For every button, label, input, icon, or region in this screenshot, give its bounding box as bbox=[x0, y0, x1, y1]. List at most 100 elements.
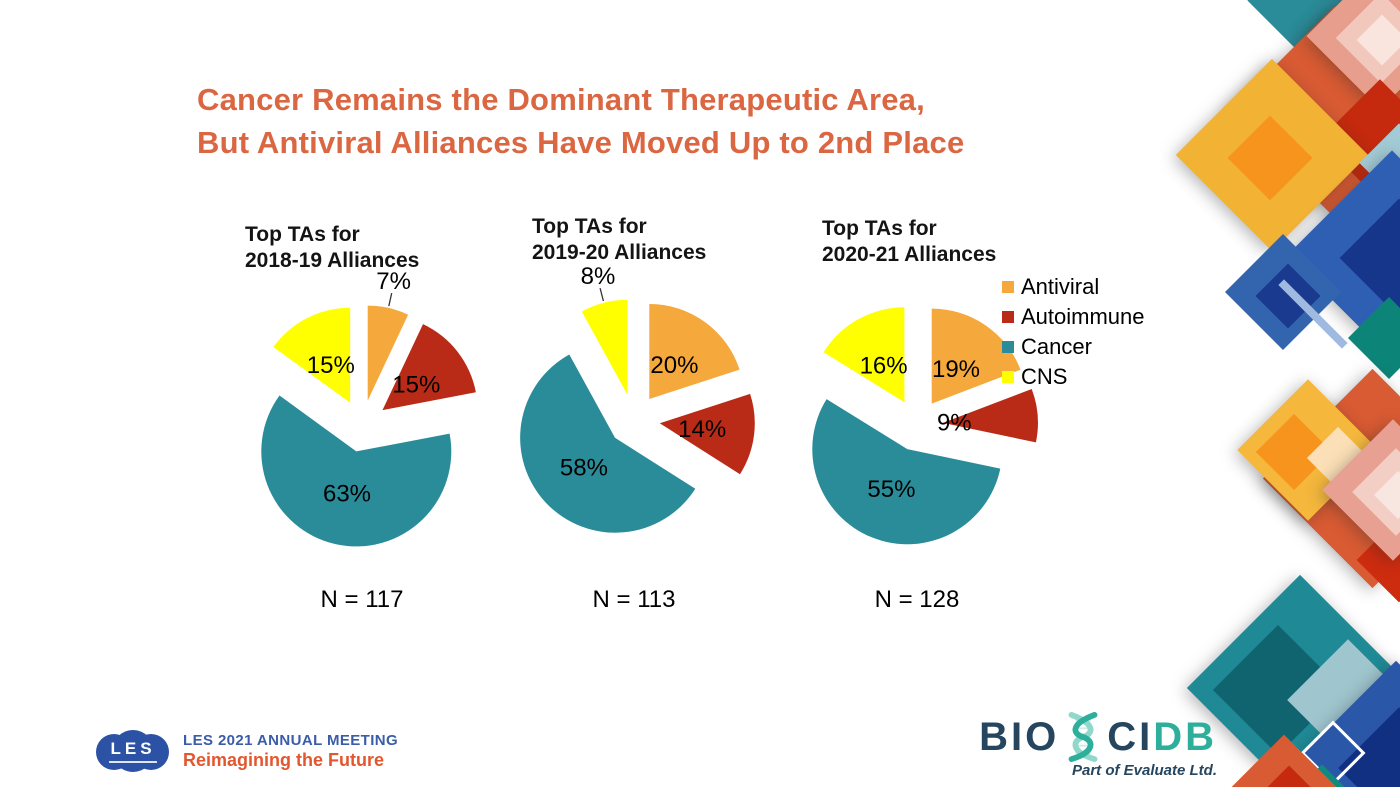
label-leader-line bbox=[388, 292, 393, 307]
pie-title: Top TAs for 2020-21 Alliances bbox=[822, 216, 996, 268]
pie-slice-cns bbox=[823, 307, 905, 403]
pie-slice-antiviral bbox=[931, 308, 1021, 404]
pie-slice-label: 14% bbox=[678, 416, 726, 443]
decor-diamond bbox=[1237, 379, 1379, 521]
legend-swatch-icon bbox=[1002, 341, 1014, 353]
pie-chart: 7% 15% 63% 15% bbox=[261, 268, 476, 547]
legend-item-cancer: Cancer bbox=[1002, 332, 1145, 362]
pie-slice-label: 20% bbox=[650, 352, 698, 379]
les-circle bbox=[133, 734, 169, 770]
decor-diamond bbox=[1227, 115, 1313, 201]
dna-helix-icon bbox=[1068, 712, 1098, 762]
pie-slice-label: 15% bbox=[392, 371, 440, 398]
slide-title-line2: But Antiviral Alliances Have Moved Up to… bbox=[197, 125, 965, 160]
decor-diamond bbox=[1278, 279, 1348, 349]
legend-label: CNS bbox=[1021, 364, 1068, 389]
chart-legend: Antiviral Autoimmune Cancer CNS bbox=[1002, 272, 1145, 392]
legend-item-antiviral: Antiviral bbox=[1002, 272, 1145, 302]
pie-slice-autoimmune bbox=[382, 324, 476, 411]
pie-title: Top TAs for 2018-19 Alliances bbox=[245, 222, 419, 274]
decor-diamond bbox=[1356, 517, 1400, 603]
les-logo-caption: LES 2021 ANNUAL MEETING Reimagining the … bbox=[183, 731, 398, 771]
bioscidb-text-bio: BIO bbox=[979, 715, 1060, 759]
pie-title-line: 2019-20 Alliances bbox=[532, 241, 707, 264]
les-meeting-text: LES 2021 ANNUAL MEETING bbox=[183, 732, 399, 749]
bioscidb-text-db: DB bbox=[1153, 715, 1217, 759]
slide-title: Cancer Remains the Dominant Therapeutic … bbox=[197, 78, 964, 164]
les-logo-icon: LES bbox=[96, 728, 170, 774]
legend-label: Cancer bbox=[1021, 334, 1092, 359]
decor-diamond bbox=[1255, 263, 1321, 329]
pie-slice-label: 19% bbox=[932, 356, 980, 383]
decor-diamond bbox=[1356, 14, 1400, 66]
decor-diamond bbox=[1175, 58, 1369, 252]
pie-title-line: 2020-21 Alliances bbox=[822, 243, 997, 266]
les-tagline-text: Reimagining the Future bbox=[183, 750, 385, 770]
decor-diamond bbox=[1186, 574, 1400, 787]
slide-title-line1: Cancer Remains the Dominant Therapeutic … bbox=[197, 82, 925, 117]
les-meeting-logo: LES LES 2021 ANNUAL MEETING Reimagining … bbox=[96, 728, 398, 774]
legend-item-autoimmune: Autoimmune bbox=[1002, 302, 1145, 332]
decor-diamond bbox=[1322, 419, 1400, 561]
bioscidb-tagline: Part of Evaluate Ltd. bbox=[1071, 762, 1217, 779]
decor-diamond bbox=[1335, 0, 1400, 84]
pie-slice-label: 9% bbox=[937, 409, 972, 436]
decor-diamond bbox=[1262, 368, 1400, 588]
pie-title-line: Top TAs for bbox=[822, 217, 937, 240]
decor-diamond bbox=[1255, 413, 1333, 491]
pie-slice-cancer bbox=[261, 395, 452, 547]
les-logo-text: LES bbox=[110, 739, 156, 758]
legend-item-cns: CNS bbox=[1002, 362, 1145, 392]
bioscidb-logo: BIO CI DB Part of Evaluate Ltd. bbox=[922, 712, 1217, 779]
legend-label: Antiviral bbox=[1021, 274, 1100, 299]
decor-diamond bbox=[1339, 198, 1400, 318]
pie-slice-autoimmune bbox=[942, 389, 1038, 443]
pie-title: Top TAs for 2019-20 Alliances bbox=[532, 214, 706, 266]
pie-slice-cns bbox=[273, 307, 351, 403]
decor-diamond bbox=[1246, 0, 1368, 61]
decor-diamond bbox=[1225, 234, 1341, 350]
decor-diamond bbox=[1285, 764, 1359, 787]
n-count-label: N = 113 bbox=[592, 586, 676, 613]
les-logo-rule bbox=[109, 761, 157, 763]
decor-diamond bbox=[1287, 639, 1400, 761]
pie-slice-antiviral bbox=[367, 305, 409, 401]
pie-slice-cancer bbox=[812, 399, 1001, 545]
pie-title-line: 2018-19 Alliances bbox=[245, 249, 420, 272]
pie-slice-antiviral bbox=[649, 304, 740, 399]
label-leader-line bbox=[599, 287, 605, 302]
pie-slice-label: 15% bbox=[307, 352, 355, 379]
decor-diamond bbox=[1362, 695, 1400, 769]
decor-diamond bbox=[1228, 5, 1400, 219]
pie-title-line: Top TAs for bbox=[245, 223, 360, 246]
decor-diamond bbox=[1256, 765, 1322, 787]
legend-swatch-icon bbox=[1002, 281, 1014, 293]
pie-chart: 20% 14% 58% 8% bbox=[520, 263, 755, 533]
decor-diamond bbox=[1287, 150, 1400, 360]
pie-slice-label: 16% bbox=[860, 352, 908, 379]
pie-chart: 19% 9% 55% 16% bbox=[812, 307, 1038, 545]
decor-diamond bbox=[1306, 0, 1400, 110]
bioscidb-wordmark: BIO CI DB bbox=[922, 712, 1217, 762]
legend-swatch-icon bbox=[1002, 371, 1014, 383]
decor-diamond bbox=[1359, 123, 1400, 203]
pie-slice-label: 58% bbox=[560, 455, 608, 482]
decor-diamond bbox=[1300, 720, 1366, 786]
pie-slice-label: 8% bbox=[581, 263, 616, 290]
pie-slice-autoimmune bbox=[659, 393, 755, 475]
decor-diamond bbox=[1319, 79, 1400, 201]
decor-diamond bbox=[1224, 734, 1344, 787]
legend-label: Autoimmune bbox=[1021, 304, 1145, 329]
decor-diamond bbox=[1352, 448, 1400, 536]
pie-title-line: Top TAs for bbox=[532, 215, 647, 238]
n-count-label: N = 128 bbox=[874, 586, 960, 613]
pie-slice-label: 63% bbox=[323, 481, 371, 508]
decor-diamond bbox=[1347, 296, 1400, 380]
pie-slice-cns bbox=[581, 299, 628, 395]
decor-diamond bbox=[1212, 624, 1344, 756]
n-count-label: N = 117 bbox=[320, 586, 404, 613]
pie-slice-label: 55% bbox=[867, 476, 915, 503]
decor-diamond bbox=[1373, 470, 1400, 520]
pie-slice-label: 7% bbox=[376, 268, 411, 295]
